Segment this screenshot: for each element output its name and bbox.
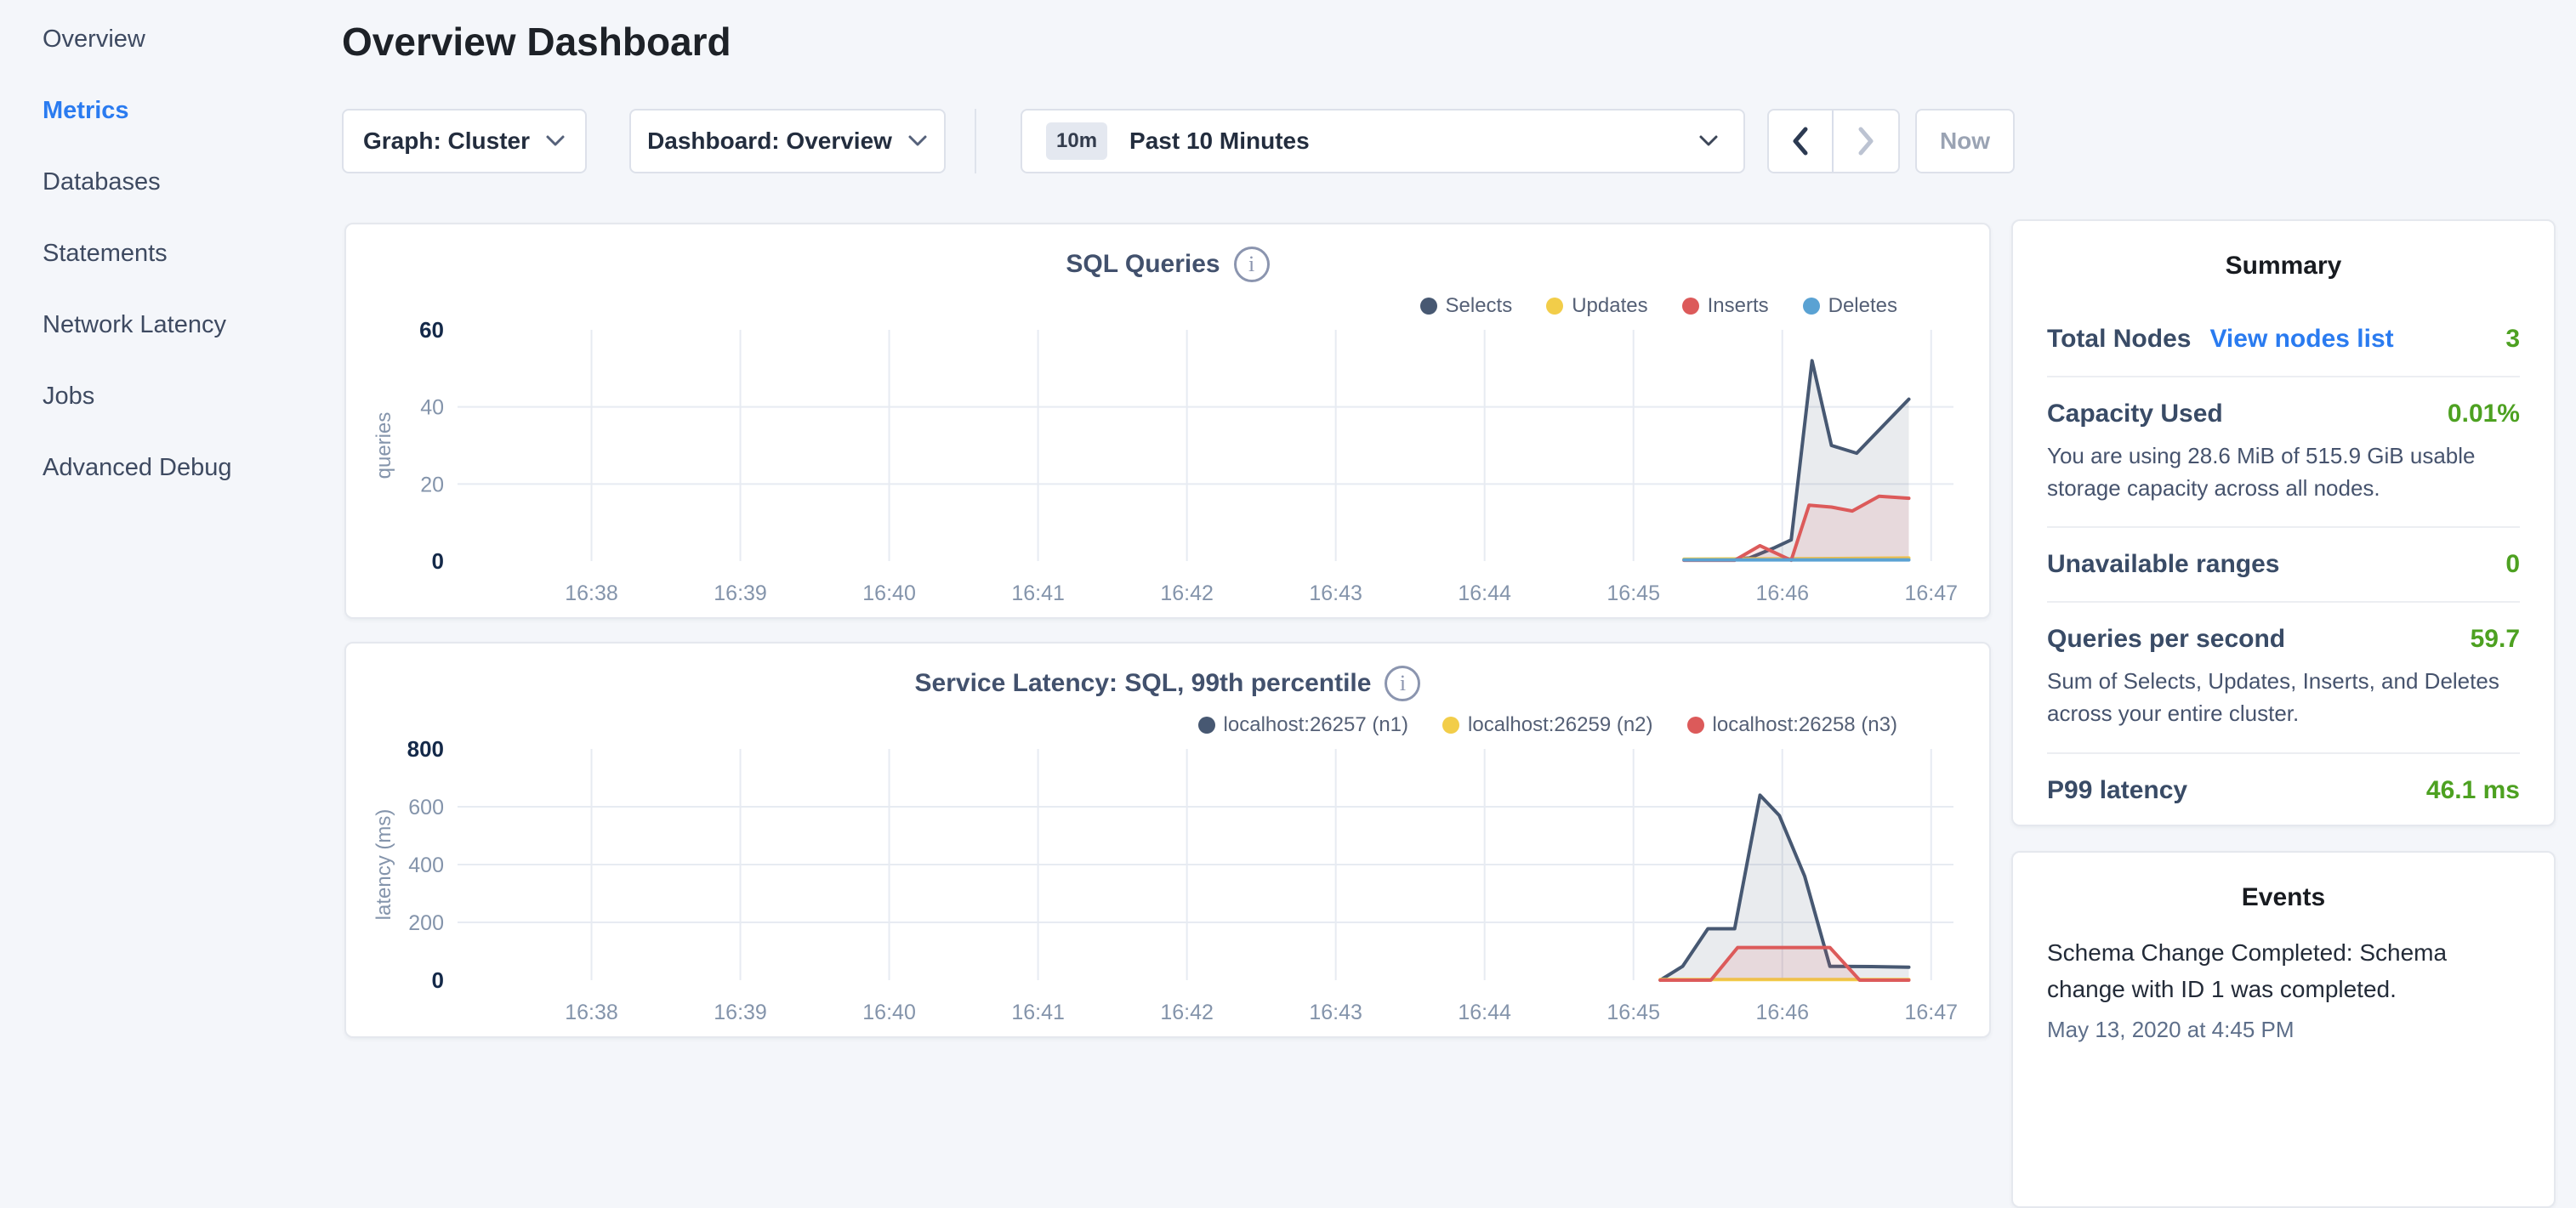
chevron-right-icon — [1853, 124, 1879, 158]
time-step-buttons — [1767, 109, 1900, 173]
y-tick-label: 20 — [420, 473, 444, 496]
x-tick-label: 16:38 — [565, 1001, 618, 1024]
sidebar-item-metrics[interactable]: Metrics — [43, 97, 340, 125]
sql-queries-chart[interactable]: 16:38 16:39 16:40 16:41 16:42 16:43 16:44 16:45… — [346, 224, 1993, 621]
graph-dropdown-label: Graph: Cluster — [363, 128, 530, 155]
queries-per-second-description: Sum of Selects, Updates, Inserts, and De… — [2047, 666, 2520, 729]
sidebar-item-network-latency[interactable]: Network Latency — [43, 311, 340, 339]
capacity-used-description: You are using 28.6 MiB of 515.9 GiB usab… — [2047, 440, 2520, 504]
x-tick-label: 16:45 — [1606, 581, 1660, 605]
view-nodes-list-link[interactable]: View nodes list — [2209, 325, 2393, 354]
summary-row-p99-latency: P99 latency 46.1 ms — [2047, 754, 2520, 827]
sidebar-item-jobs[interactable]: Jobs — [43, 383, 340, 411]
time-range-label: Past 10 Minutes — [1129, 128, 1697, 155]
sidebar-item-databases[interactable]: Databases — [43, 168, 340, 196]
service-latency-chart-card: Service Latency: SQL, 99th percentile i … — [344, 642, 1991, 1038]
y-tick-label: 0 — [432, 967, 444, 993]
summary-title: Summary — [2047, 252, 2520, 281]
dashboard-dropdown[interactable]: Dashboard: Overview — [629, 109, 946, 173]
dashboard-dropdown-label: Dashboard: Overview — [647, 128, 892, 155]
summary-row-unavailable-ranges: Unavailable ranges 0 — [2047, 528, 2520, 603]
capacity-used-label: Capacity Used — [2047, 400, 2223, 428]
y-tick-label: 800 — [407, 736, 444, 762]
event-list-item[interactable]: Schema Change Completed: Schema change w… — [2047, 934, 2520, 1043]
chevron-left-icon — [1788, 124, 1813, 158]
x-tick-label: 16:42 — [1160, 581, 1214, 605]
unavailable-ranges-label: Unavailable ranges — [2047, 550, 2279, 579]
y-tick-label: 0 — [432, 548, 444, 574]
summary-row-capacity-used: Capacity Used 0.01% You are using 28.6 M… — [2047, 377, 2520, 528]
y-tick-label: 60 — [419, 317, 444, 343]
chevron-down-icon — [545, 134, 566, 148]
events-panel: Events Schema Change Completed: Schema c… — [2011, 851, 2556, 1208]
queries-per-second-value: 59.7 — [2471, 625, 2520, 654]
x-tick-label: 16:41 — [1011, 1001, 1065, 1024]
previous-time-window-button[interactable] — [1769, 111, 1834, 172]
events-title: Events — [2047, 883, 2520, 912]
x-tick-label: 16:47 — [1904, 581, 1958, 605]
service-latency-chart[interactable]: 16:38 16:39 16:40 16:41 16:42 16:43 16:44 16:45… — [346, 644, 1993, 1040]
y-tick-label: 400 — [408, 854, 444, 877]
x-tick-label: 16:38 — [565, 581, 618, 605]
y-tick-label: 40 — [420, 396, 444, 420]
sidebar-item-advanced-debug[interactable]: Advanced Debug — [43, 454, 340, 482]
y-tick-label: 200 — [408, 911, 444, 935]
chevron-down-icon — [1697, 133, 1720, 149]
sidebar-item-statements[interactable]: Statements — [43, 240, 340, 268]
x-tick-label: 16:43 — [1309, 1001, 1362, 1024]
chevron-down-icon — [907, 134, 928, 148]
sidebar-item-overview[interactable]: Overview — [43, 26, 340, 54]
sql-queries-chart-card: SQL Queries i SelectsUpdatesInsertsDelet… — [344, 223, 1991, 619]
summary-row-queries-per-second: Queries per second 59.7 Sum of Selects, … — [2047, 603, 2520, 753]
now-button[interactable]: Now — [1915, 109, 2015, 173]
x-tick-label: 16:40 — [862, 581, 916, 605]
toolbar-divider — [975, 109, 976, 173]
x-tick-label: 16:39 — [714, 1001, 767, 1024]
event-message: Schema Change Completed: Schema change w… — [2047, 934, 2520, 1008]
y-tick-label: 600 — [408, 796, 444, 820]
x-tick-label: 16:44 — [1458, 1001, 1511, 1024]
event-timestamp: May 13, 2020 at 4:45 PM — [2047, 1017, 2520, 1043]
p99-latency-value: 46.1 ms — [2426, 776, 2520, 805]
x-tick-label: 16:43 — [1309, 581, 1362, 605]
x-tick-label: 16:39 — [714, 581, 767, 605]
x-tick-label: 16:46 — [1755, 581, 1809, 605]
time-range-badge: 10m — [1046, 122, 1107, 160]
capacity-used-value: 0.01% — [2448, 400, 2520, 428]
y-axis-label: latency (ms) — [372, 809, 395, 921]
y-axis-label: queries — [372, 412, 395, 479]
gridlines — [458, 330, 1953, 561]
p99-latency-label: P99 latency — [2047, 776, 2187, 805]
total-nodes-value: 3 — [2505, 325, 2520, 354]
x-tick-label: 16:45 — [1606, 1001, 1660, 1024]
summary-row-total-nodes: Total Nodes View nodes list 3 — [2047, 303, 2520, 377]
x-tick-label: 16:40 — [862, 1001, 916, 1024]
x-tick-label: 16:44 — [1458, 581, 1511, 605]
queries-per-second-label: Queries per second — [2047, 625, 2285, 654]
unavailable-ranges-value: 0 — [2505, 550, 2520, 579]
x-tick-label: 16:47 — [1904, 1001, 1958, 1024]
time-range-dropdown[interactable]: 10m Past 10 Minutes — [1021, 109, 1745, 173]
x-tick-label: 16:42 — [1160, 1001, 1214, 1024]
page-title: Overview Dashboard — [342, 19, 731, 65]
total-nodes-label: Total Nodes — [2047, 325, 2191, 354]
next-time-window-button[interactable] — [1834, 111, 1898, 172]
sidebar: Overview Metrics Databases Statements Ne… — [0, 0, 340, 525]
x-tick-label: 16:41 — [1011, 581, 1065, 605]
x-tick-label: 16:46 — [1755, 1001, 1809, 1024]
summary-panel: Summary Total Nodes View nodes list 3 Ca… — [2011, 219, 2556, 826]
graph-dropdown[interactable]: Graph: Cluster — [342, 109, 587, 173]
